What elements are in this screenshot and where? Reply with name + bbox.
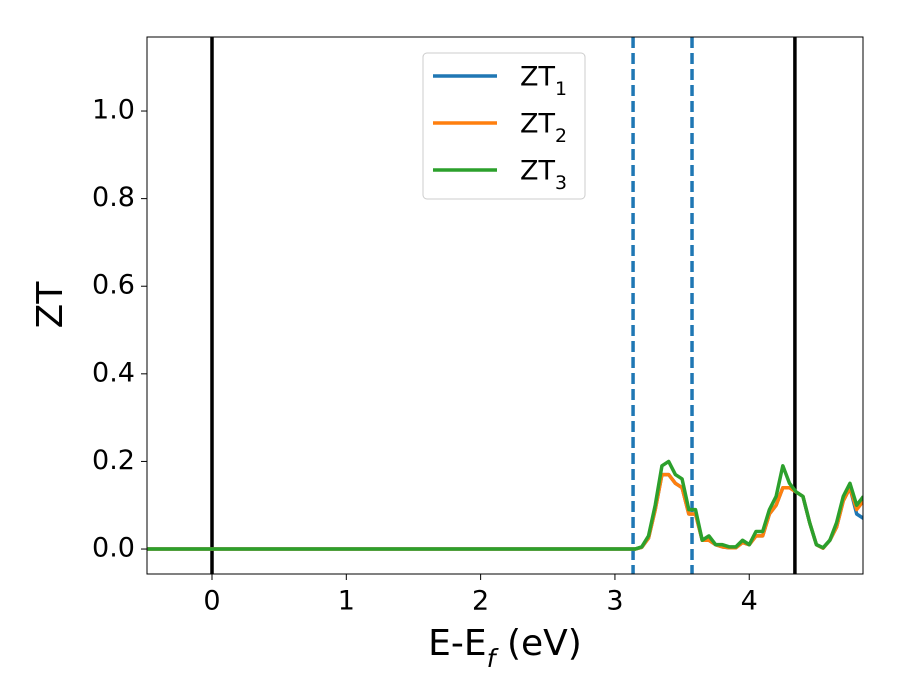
x-tick-label: 2 (472, 586, 489, 617)
y-tick-label: 0.2 (92, 445, 135, 476)
series-line (147, 459, 863, 551)
x-tick-label: 4 (741, 586, 758, 617)
y-tick-label: 0.0 (92, 533, 135, 564)
y-tick-label: 1.0 (92, 95, 135, 126)
legend-box (422, 52, 586, 200)
plot-area (147, 37, 863, 574)
y-tick-label: 0.8 (92, 182, 135, 213)
x-tick-label: 3 (606, 586, 623, 617)
y-tick-label: 0.4 (92, 357, 135, 388)
y-tick-label: 0.6 (92, 270, 135, 301)
x-tick-label: 1 (338, 586, 355, 617)
axes-frame (146, 36, 864, 575)
y-axis-label: ZT (30, 281, 71, 329)
x-tick-label: 0 (203, 586, 220, 617)
